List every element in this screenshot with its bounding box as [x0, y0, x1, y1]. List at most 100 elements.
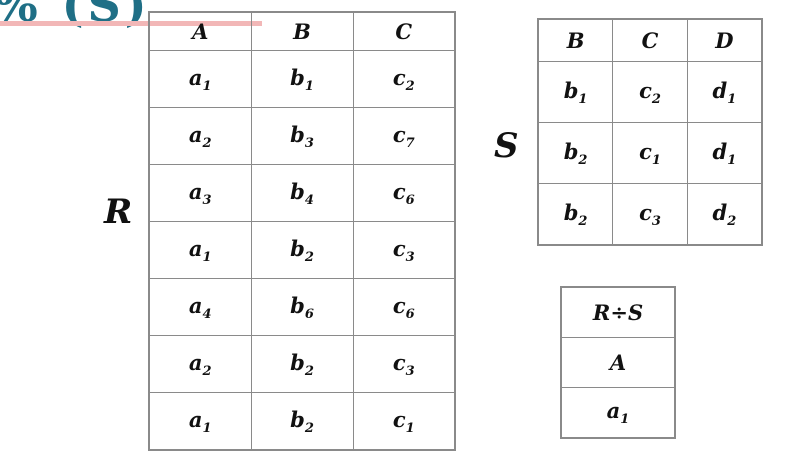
R-header-c: C: [352, 11, 456, 51]
S-header-d: D: [686, 18, 763, 62]
cell-subscript: 6: [405, 192, 415, 208]
cell-symbol: b: [290, 64, 305, 90]
table-row: a2 b2 c3: [148, 335, 456, 393]
cell-subscript: 3: [202, 192, 212, 208]
cell-subscript: 1: [578, 91, 588, 107]
table-row: a3 b4 c6: [148, 164, 456, 222]
cell-subscript: 2: [304, 420, 314, 436]
table-cell: a3: [148, 164, 252, 222]
table-cell: a1: [148, 221, 252, 279]
cell-symbol: a: [188, 292, 203, 318]
cell-symbol: c: [392, 121, 406, 147]
cell-subscript: 3: [304, 135, 314, 151]
table-cell: c1: [352, 392, 456, 451]
table-cell: a2: [148, 335, 252, 393]
cell-symbol: a: [606, 398, 621, 423]
S-header-c: C: [612, 18, 688, 62]
table-row: a1 b1 c2: [148, 50, 456, 108]
title-underline: [0, 21, 262, 26]
cell-subscript: 2: [651, 91, 661, 107]
table-cell: d1: [686, 61, 763, 123]
cell-subscript: 4: [202, 306, 212, 322]
cell-subscript: 2: [578, 213, 588, 229]
cell-symbol: b: [290, 235, 305, 261]
table-cell: c2: [612, 61, 688, 123]
table-row: b2 c1 d1: [537, 122, 763, 184]
table-cell: c3: [612, 183, 688, 246]
cell-subscript: 1: [405, 420, 415, 436]
cell-subscript: 7: [405, 135, 415, 151]
cell-symbol: a: [188, 178, 203, 204]
table-cell: b6: [250, 278, 354, 336]
cell-subscript: 2: [405, 78, 415, 94]
table-cell: b1: [250, 50, 354, 108]
cell-subscript: 2: [578, 152, 588, 168]
cell-symbol: d: [712, 138, 728, 164]
cell-symbol: c: [392, 349, 406, 375]
cell-subscript: 1: [727, 152, 737, 168]
cell-subscript: 3: [651, 213, 661, 229]
cell-symbol: c: [392, 292, 406, 318]
table-cell: c2: [352, 50, 456, 108]
cell-subscript: 6: [405, 306, 415, 322]
cell-symbol: c: [639, 77, 652, 103]
table-cell: a1: [148, 392, 252, 451]
cell-symbol: a: [188, 235, 203, 261]
table-row: a1 b2 c1: [148, 392, 456, 451]
table-cell: b2: [250, 221, 354, 279]
cell-symbol: b: [290, 406, 305, 432]
table-cell: c3: [352, 335, 456, 393]
cell-symbol: c: [392, 406, 406, 432]
table-cell: b1: [537, 61, 614, 123]
table-cell: c6: [352, 278, 456, 336]
table-cell: c6: [352, 164, 456, 222]
table-cell: a1: [560, 387, 676, 439]
cell-subscript: 3: [405, 249, 415, 265]
cell-symbol: b: [290, 292, 305, 318]
cell-symbol: c: [639, 199, 652, 225]
R-header-a: A: [148, 11, 252, 51]
cell-symbol: b: [563, 77, 579, 103]
cell-symbol: a: [188, 406, 203, 432]
S-header-b: B: [537, 18, 614, 62]
cell-symbol: c: [392, 64, 406, 90]
cell-subscript: 2: [727, 213, 737, 229]
cell-subscript: 3: [405, 363, 415, 379]
table-cell: b4: [250, 164, 354, 222]
cell-symbol: b: [563, 199, 579, 225]
slide-title-fragment: % (S): [0, 0, 151, 32]
cell-subscript: 1: [651, 152, 661, 168]
cell-subscript: 1: [727, 91, 737, 107]
table-row: a2 b3 c7: [148, 107, 456, 165]
cell-subscript: 1: [202, 420, 212, 436]
relation-r-label: R: [104, 192, 133, 232]
table-row: b2 c3 d2: [537, 183, 763, 246]
cell-subscript: 1: [620, 412, 630, 427]
cell-symbol: d: [712, 77, 728, 103]
table-row: a1: [560, 387, 676, 439]
cell-symbol: a: [188, 121, 203, 147]
cell-symbol: d: [712, 199, 728, 225]
table-cell: b2: [537, 122, 614, 184]
table-cell: c3: [352, 221, 456, 279]
table-header-row: R÷S: [560, 286, 676, 338]
table-cell: b2: [537, 183, 614, 246]
table-cell: c7: [352, 107, 456, 165]
result-attribute: A: [560, 337, 676, 388]
cell-symbol: c: [392, 235, 406, 261]
table-cell: b3: [250, 107, 354, 165]
table-cell: c1: [612, 122, 688, 184]
cell-subscript: 1: [304, 78, 314, 94]
cell-subscript: 4: [304, 192, 314, 208]
result-header: R÷S: [560, 286, 676, 338]
table-cell: a1: [148, 50, 252, 108]
table-cell: b2: [250, 335, 354, 393]
cell-symbol: b: [290, 349, 305, 375]
cell-subscript: 2: [202, 363, 212, 379]
table-row: b1 c2 d1: [537, 61, 763, 123]
table-cell: d1: [686, 122, 763, 184]
cell-symbol: b: [290, 121, 305, 147]
